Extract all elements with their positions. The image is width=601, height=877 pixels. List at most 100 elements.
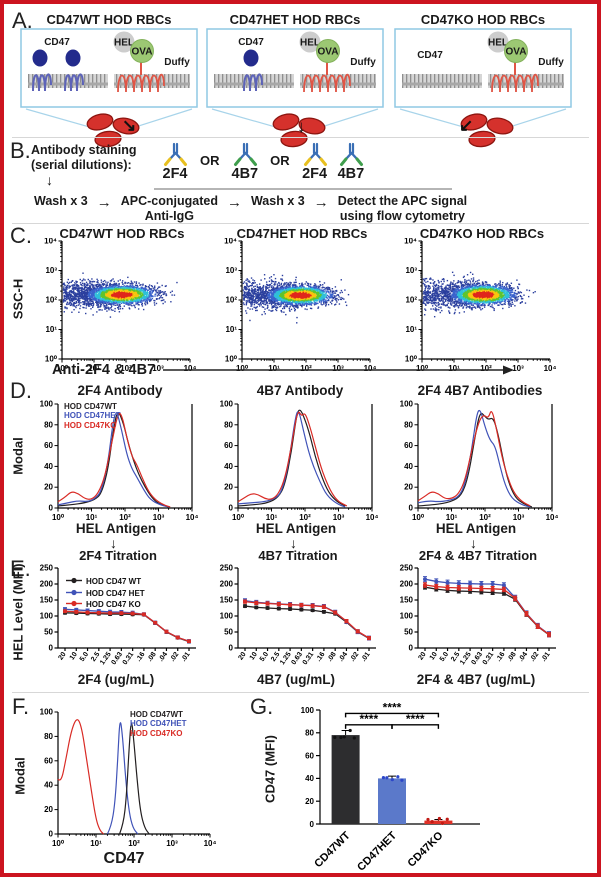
modal-axis-label: Modal	[10, 437, 26, 475]
histogram-2f4	[30, 398, 202, 526]
hel-level-axis-label: HEL Level (MFI)	[10, 563, 26, 661]
duffy-label: Duffy	[350, 57, 376, 68]
ssch-axis-label: SSC-H	[10, 278, 26, 320]
ova-circle	[316, 39, 340, 63]
hel-antigen-label: HEL Antigen	[435, 521, 517, 536]
cd47-histogram-legend: HOD CD47WT HOD CD47HET HOD CD47KO	[130, 710, 186, 738]
duffy-label: Duffy	[164, 57, 190, 68]
hel-label: HEL	[488, 38, 508, 49]
cd47-label: CD47	[238, 37, 264, 48]
cd47-ball	[243, 49, 259, 67]
hel-circle	[299, 31, 321, 53]
rbc-cluster-het	[211, 108, 379, 148]
cd47-ball	[65, 49, 81, 67]
titration-title-2f4: 2F4 Titration	[79, 548, 157, 563]
legend-marker	[66, 588, 82, 600]
or-text: OR	[200, 153, 220, 168]
membrane-diagram-het: CD47 HEL OVA Duffy	[206, 28, 384, 108]
flow-plot-het	[210, 238, 382, 378]
divider	[12, 223, 589, 224]
membrane-diagram-ko: CD47 HEL OVA Duffy	[394, 28, 572, 108]
antibody-icon-4b7	[339, 142, 363, 166]
staining-text: Antibody staining (serial dilutions):	[31, 143, 137, 172]
antibody-label: 4B7	[231, 166, 259, 182]
duffy-loops	[491, 73, 539, 93]
ova-label: OVA	[132, 47, 153, 58]
duffy-loops	[303, 73, 351, 93]
cd47-label: CD47	[44, 37, 70, 48]
flow-title-wt: CD47WT HOD RBCs	[59, 226, 185, 241]
antibody-label: 2F4	[162, 166, 188, 182]
legend-item-het: HOD CD47HET	[130, 719, 187, 729]
titration-x-label-2f4: 2F4 (ug/mL)	[77, 672, 155, 687]
legend-marker	[66, 599, 82, 611]
hel-antigen-label: HEL Antigen	[255, 521, 337, 536]
panel-label-b: B.	[10, 138, 31, 163]
cd47-loops	[243, 73, 263, 92]
legend-item-wt: HOD CD47WT	[130, 710, 183, 719]
antibody-2f4: 2F4	[162, 142, 188, 182]
or-text: OR	[270, 153, 290, 168]
right-arrow: →	[226, 194, 242, 211]
down-arrow: ↓	[290, 535, 297, 551]
cd47-loops	[32, 73, 84, 92]
titration-plot-4b7	[208, 562, 384, 692]
histogram-combo	[390, 398, 562, 526]
divider	[12, 692, 589, 693]
legend-item-ko: HOD CD47KO	[130, 728, 183, 738]
hist-title-4b7: 4B7 Antibody	[256, 383, 344, 398]
ova-label: OVA	[506, 47, 527, 58]
rbc	[486, 117, 514, 135]
panel-label-g: G.	[250, 694, 274, 719]
rbc	[272, 113, 300, 131]
cd47-ball	[32, 49, 48, 67]
titration-plot-2f4	[28, 562, 204, 692]
legend-item-ko: HOD CD47KO	[64, 420, 117, 430]
panel-label-e: E.	[10, 556, 31, 581]
ova-circle	[504, 39, 528, 63]
step-detect: Detect the APC signal using flow cytometr…	[337, 194, 468, 223]
titration-x-label-4b7: 4B7 (ug/mL)	[256, 672, 335, 687]
rbc	[298, 117, 326, 135]
right-arrow: →	[96, 194, 112, 211]
hel-circle	[113, 31, 135, 53]
workflow-steps: Wash x 3 → APC-conjugated Anti-IgG → Wash…	[34, 194, 467, 224]
cd47-x-label: CD47	[103, 850, 145, 867]
x-axis-arrow	[163, 365, 515, 375]
hel-label: HEL	[114, 38, 134, 49]
flow-x-axis-label: Anti-2F4 & 4B7	[52, 362, 156, 378]
hist-title-combo: 2F4 4B7 Antibodies	[417, 383, 543, 398]
flow-title-ko: CD47KO HOD RBCs	[419, 226, 545, 241]
down-arrow: ↓	[297, 117, 306, 136]
down-arrow: ↓	[46, 172, 53, 188]
right-arrow: →	[313, 194, 329, 211]
rbc	[460, 113, 488, 131]
cd47-label: CD47	[417, 50, 443, 61]
down-arrow: ↓	[110, 535, 117, 551]
panel-label-c: C.	[10, 223, 32, 248]
antibody-4b7: 4B7	[231, 142, 259, 182]
titration-plot-combo	[388, 562, 564, 692]
ova-circle	[130, 39, 154, 63]
duffy-label: Duffy	[538, 57, 564, 68]
underline	[154, 188, 452, 190]
titration-title-4b7: 4B7 Titration	[258, 548, 338, 563]
histogram-legend: HOD CD47WT HOD CD47HET HOD CD47KO	[64, 402, 120, 430]
step-wash-2: Wash x 3	[250, 194, 305, 208]
membrane-diagram-wt: CD47 HEL OVA Duffy	[20, 28, 198, 108]
rbc	[112, 117, 140, 135]
histogram-4b7	[210, 398, 382, 526]
flow-x-axis-label-row: Anti-2F4 & 4B7	[52, 362, 515, 378]
duffy-loops	[117, 73, 165, 93]
panel-a-title-wt: CD47WT HOD RBCs	[46, 12, 172, 27]
cd47-bar-chart	[280, 700, 510, 873]
rbc-cluster-ko	[399, 108, 567, 148]
hel-antigen-label: HEL Antigen	[75, 521, 157, 536]
cd47-histogram	[24, 704, 224, 854]
legend-item-wt: HOD CD47WT	[64, 402, 117, 411]
rbc-cluster-wt	[25, 108, 193, 148]
titration-x-label-combo: 2F4 & 4B7 (ug/mL)	[416, 672, 536, 687]
legend-item-het: HOD CD47HET	[64, 411, 121, 421]
panel-a-title-ko: CD47KO HOD RBCs	[420, 12, 546, 27]
